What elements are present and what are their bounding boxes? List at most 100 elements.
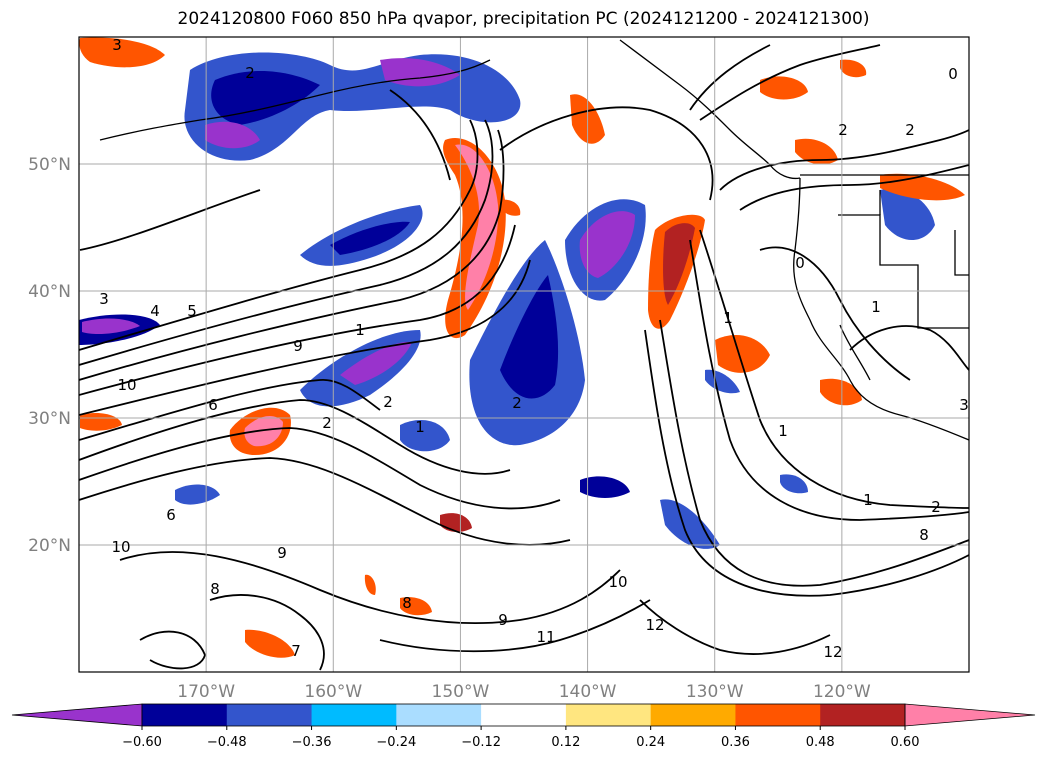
lon-tick-label: 120°W (813, 682, 871, 702)
contour-line (79, 399, 511, 475)
colorbar-tick-label: −0.48 (207, 735, 247, 750)
coastline (619, 39, 801, 180)
anomaly-region (795, 138, 838, 165)
contour-line (699, 44, 881, 121)
colorbar-segment (311, 704, 397, 726)
anomaly-region (780, 474, 808, 494)
anomaly-region (205, 121, 260, 149)
anomaly-region (500, 275, 559, 399)
colorbar-segment (735, 704, 821, 726)
coastline (793, 177, 969, 441)
anomaly-region (244, 416, 283, 447)
contour-value-label: 11 (536, 628, 555, 646)
colorbar-segment (226, 704, 313, 726)
contour-value-label: 2 (383, 393, 393, 411)
colorbar-tick-label: 0.36 (721, 735, 750, 750)
contour-value-label: 5 (187, 302, 197, 320)
colorbar-extend-high (904, 703, 1036, 727)
anomaly-region (211, 70, 320, 125)
contour-value-label: 10 (117, 376, 136, 394)
contour-value-label: 0 (948, 65, 958, 83)
contour-value-label: 8 (402, 594, 412, 612)
contour-value-label: 1 (871, 298, 881, 316)
lat-tick-label: 30°N (28, 409, 71, 429)
anomaly-region (760, 76, 808, 100)
contour-line (379, 599, 651, 653)
colorbar-tick-label: 0.48 (806, 735, 835, 750)
anomaly-region (400, 420, 450, 452)
anomaly-region (663, 223, 695, 305)
coastline-layer (99, 39, 969, 441)
lat-tick-label: 50°N (28, 155, 71, 175)
colorbar-segment (142, 704, 228, 726)
contour-value-label: 2 (322, 414, 332, 432)
colorbar-segment (565, 704, 652, 726)
anomaly-region (330, 221, 410, 255)
lon-tick-label: 160°W (304, 682, 362, 702)
map-frame (78, 36, 970, 673)
contour-value-label: 7 (291, 642, 301, 660)
contour-line (389, 89, 451, 181)
contour-line (644, 329, 969, 597)
contour-line (79, 119, 479, 351)
contour-line (119, 551, 621, 625)
colorbar-tick-label: −0.60 (122, 735, 162, 750)
contour-value-label: 2 (512, 394, 522, 412)
anomaly-region (79, 37, 165, 68)
contour-line (689, 239, 969, 521)
contour-value-label: 10 (608, 573, 627, 591)
latitude-labels: 20°N 30°N 40°N 50°N (28, 155, 71, 556)
anomaly-region (175, 484, 220, 505)
contour-line (639, 599, 831, 655)
colorbar-segment (396, 704, 482, 726)
contour-value-label: 2 (931, 498, 941, 516)
contour-line (79, 427, 561, 510)
contour-value-label: 9 (498, 611, 508, 629)
contour-value-label: 1 (355, 321, 365, 339)
anomaly-region (80, 413, 122, 431)
contour-value-label: 3 (959, 396, 969, 414)
colorbar-tick-label: −0.36 (292, 735, 332, 750)
contour-value-label: 3 (112, 36, 122, 54)
contour-line (79, 379, 381, 441)
contour-line (209, 594, 325, 671)
contour-value-label: 2 (838, 121, 848, 139)
colorbar-extend-low (11, 703, 143, 727)
contour-line (79, 224, 516, 396)
contour-value-label: 6 (208, 396, 218, 414)
colorbar-tick-label: 0.12 (551, 735, 580, 750)
qvapor-contours (79, 44, 969, 671)
contour-line (699, 229, 969, 509)
anomaly-region (820, 378, 862, 406)
anomaly-region (400, 597, 432, 616)
lon-tick-label: 170°W (177, 682, 235, 702)
contour-line (79, 129, 505, 381)
colorbar-tick-label: 0.60 (891, 735, 920, 750)
lat-tick-label: 20°N (28, 536, 71, 556)
contour-line (689, 44, 771, 111)
colorbar-segment (650, 704, 736, 726)
colorbar-tick-label: −0.12 (461, 735, 501, 750)
contour-line (739, 164, 969, 211)
anomaly-region (579, 211, 635, 278)
anomaly-region (580, 476, 630, 498)
anomaly-region (500, 199, 521, 216)
contour-line (79, 259, 531, 416)
colorbar-tick-label: 0.24 (636, 735, 665, 750)
colorbar-segment (481, 704, 567, 726)
longitude-labels: 170°W 160°W 150°W 140°W 130°W 120°W (177, 682, 871, 702)
contour-line (719, 129, 969, 191)
contour-value-label: 1 (723, 309, 733, 327)
anomaly-region (840, 59, 867, 78)
lon-tick-label: 140°W (559, 682, 617, 702)
contour-line (79, 457, 571, 546)
colorbar-segment (820, 704, 906, 726)
lon-tick-label: 150°W (432, 682, 490, 702)
map-title: 2024120800 F060 850 hPa qvapor, precipit… (177, 9, 870, 29)
contour-value-label: 6 (166, 506, 176, 524)
contour-line (79, 189, 261, 251)
contour-value-label: 4 (150, 302, 160, 320)
contour-value-label: 8 (210, 580, 220, 598)
